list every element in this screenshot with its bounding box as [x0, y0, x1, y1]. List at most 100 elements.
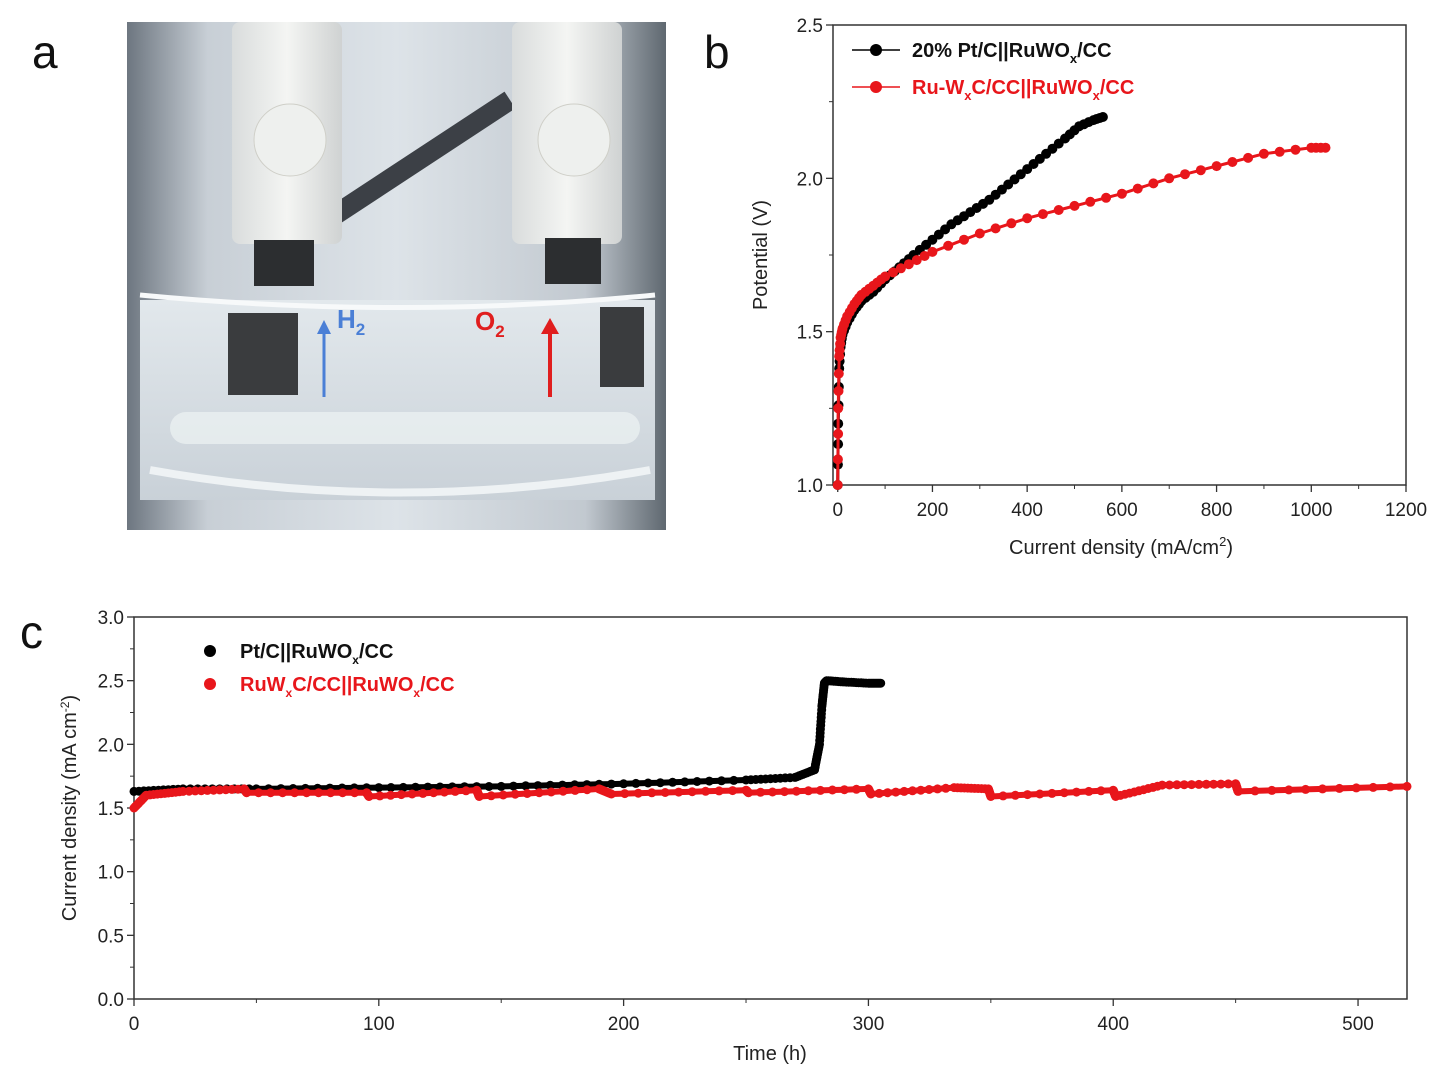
o2-arrow-head: [541, 318, 559, 334]
chart-c-data-point: [620, 789, 630, 799]
chart-c-data-point: [350, 788, 360, 798]
chart-c-data-point: [674, 787, 684, 797]
chart-b-data-point: [833, 386, 844, 396]
chart-c-data-point: [461, 786, 471, 796]
chart-b-data-point: [1097, 112, 1108, 122]
chart-c-data-point: [606, 789, 616, 799]
chart-c-data-point: [714, 786, 724, 796]
chart-c-data-point: [1172, 780, 1182, 790]
chart-c-data-point: [680, 777, 690, 787]
chart-c-data-point: [1334, 783, 1344, 793]
chart-b-xtick-label: 200: [917, 500, 949, 521]
chart-c-data-point: [1047, 788, 1057, 798]
chart-c-data-point: [717, 776, 726, 786]
chart-c-legend-black: Pt/C||RuWOx/CC: [240, 641, 393, 667]
chart-c-ytick-label: 0.0: [98, 990, 124, 1011]
chart-c-data-point: [633, 788, 643, 798]
chart-c-data-point: [278, 788, 288, 798]
chart-c-data-point: [1223, 779, 1233, 789]
photo-right-screw: [537, 103, 611, 177]
chart-c-legend-red: RuWxC/CC||RuWOx/CC: [240, 674, 455, 700]
chart-c-data-point: [704, 776, 714, 786]
chart-c-data-point: [876, 678, 886, 688]
chart-c-data-point: [701, 786, 711, 796]
chart-c-y-ticks: 0.0 0.5 1.0 1.5 2.0 2.5 3.0: [98, 608, 134, 1011]
chart-c-data-point: [1351, 783, 1361, 793]
chart-c-data-point: [411, 782, 420, 792]
panel-label-a: a: [32, 26, 58, 78]
chart-c-data-point: [509, 781, 518, 791]
chart-c-data-point: [386, 790, 396, 800]
chart-c-data-point: [1084, 786, 1094, 796]
chart-b-data-point: [1164, 173, 1175, 184]
chart-b-data-point: [895, 263, 906, 274]
chart-c-data-point: [941, 783, 951, 793]
chart-c-ytick-label: 1.0: [98, 863, 124, 884]
chart-b-data-point: [1116, 188, 1127, 199]
chart-b-legend-marker-black: [870, 44, 882, 56]
chart-c-data-point: [570, 785, 580, 795]
chart-c-data-point: [1165, 780, 1174, 790]
chart-c-xtick-label: 500: [1342, 1014, 1374, 1035]
chart-c-data-point: [1216, 779, 1226, 789]
chart-b-data-point: [911, 255, 922, 266]
chart-b-series-red: [832, 142, 1331, 490]
chart-b-data-point: [1243, 152, 1254, 163]
chart-c-data-point: [655, 778, 665, 788]
chart-c-data-point: [631, 778, 641, 788]
chart-c-data-point: [522, 789, 532, 798]
chart-c-data-point: [891, 787, 901, 797]
chart-c-data-point: [1250, 786, 1260, 796]
chart-c-data-point: [533, 781, 543, 791]
chart-c-data-point: [486, 791, 496, 801]
chart-b-xtick-label: 1000: [1290, 500, 1332, 521]
chart-b-ytick-label: 2.5: [797, 16, 823, 37]
photo-stir-bar: [170, 412, 640, 444]
chart-b-xtick-label: 800: [1201, 500, 1233, 521]
chart-c-data-point: [496, 781, 506, 791]
chart-c-data-point: [1318, 784, 1327, 794]
chart-c-data-point: [756, 787, 765, 797]
chart-b-data-point: [1320, 142, 1331, 153]
chart-b-polarization: 1.0 1.5 2.0 2.5 0 200 400 600 800 1000 1200 Poten…: [750, 16, 1427, 559]
chart-b-series-line: [836, 146, 1326, 486]
chart-c-data-point: [418, 788, 428, 798]
chart-c-data-point: [687, 787, 697, 797]
chart-c-data-point: [728, 786, 738, 796]
chart-c-data-point: [815, 785, 825, 795]
chart-c-data-point: [302, 788, 312, 798]
chart-b-data-point: [927, 246, 938, 257]
chart-b-y-ticks: 1.0 1.5 2.0 2.5: [797, 16, 833, 497]
chart-c-data-point: [396, 790, 406, 800]
chart-c-data-point: [668, 777, 678, 787]
chart-c-data-point: [450, 786, 460, 796]
chart-c-data-point: [827, 785, 837, 795]
chart-c-data-point: [546, 787, 556, 797]
chart-b-xtick-label: 1200: [1385, 500, 1427, 521]
chart-c-data-point: [1284, 785, 1294, 795]
chart-b-data-point: [1037, 209, 1048, 220]
chart-c-data-point: [839, 785, 849, 795]
chart-c-data-point: [899, 786, 909, 796]
chart-c-data-point: [986, 792, 996, 801]
chart-b-data-point: [943, 240, 954, 251]
chart-b-legend-black: 20% Pt/C||RuWOx/CC: [912, 40, 1112, 66]
chart-c-legend-marker-black: [204, 645, 216, 657]
chart-c-ytick-label: 3.0: [98, 608, 124, 629]
chart-b-series-black: [832, 112, 1108, 490]
chart-c-data-point: [1096, 786, 1106, 796]
chart-c-data-point: [692, 777, 702, 786]
chart-c-data-point: [582, 785, 592, 795]
photo-left-clamp: [254, 240, 314, 286]
chart-b-legend: 20% Pt/C||RuWOx/CC Ru-WxC/CC||RuWOx/CC: [852, 40, 1134, 103]
chart-c-data-point: [1187, 780, 1197, 790]
chart-b-data-point: [833, 403, 844, 414]
chart-b-data-point: [880, 271, 891, 282]
panel-label-b: b: [704, 26, 730, 78]
chart-b-xlabel: Current density (mA/cm2): [1009, 534, 1233, 559]
chart-c-data-point: [439, 787, 449, 797]
chart-c-data-point: [780, 787, 789, 797]
chart-b-data-point: [833, 428, 844, 439]
chart-c-data-point: [521, 781, 531, 791]
